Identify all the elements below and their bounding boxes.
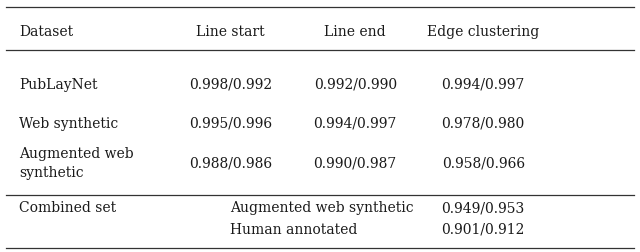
Text: Human annotated: Human annotated [230, 222, 358, 236]
Text: Line end: Line end [324, 24, 386, 39]
Text: Combined set: Combined set [19, 200, 116, 214]
Text: PubLayNet: PubLayNet [19, 77, 98, 91]
Text: Edge clustering: Edge clustering [427, 24, 540, 39]
Text: 0.995/0.996: 0.995/0.996 [189, 116, 272, 131]
Text: Augmented web synthetic: Augmented web synthetic [230, 200, 414, 214]
Text: Dataset: Dataset [19, 24, 74, 39]
Text: 0.994/0.997: 0.994/0.997 [314, 116, 397, 131]
Text: Line start: Line start [196, 24, 265, 39]
Text: Augmented web: Augmented web [19, 146, 134, 160]
Text: 0.990/0.987: 0.990/0.987 [314, 155, 397, 170]
Text: 0.992/0.990: 0.992/0.990 [314, 77, 397, 91]
Text: synthetic: synthetic [19, 165, 84, 179]
Text: 0.949/0.953: 0.949/0.953 [442, 200, 525, 214]
Text: 0.998/0.992: 0.998/0.992 [189, 77, 272, 91]
Text: 0.988/0.986: 0.988/0.986 [189, 155, 272, 170]
Text: 0.901/0.912: 0.901/0.912 [442, 222, 525, 236]
Text: 0.958/0.966: 0.958/0.966 [442, 155, 525, 170]
Text: 0.978/0.980: 0.978/0.980 [442, 116, 525, 131]
Text: Web synthetic: Web synthetic [19, 116, 118, 131]
Text: 0.994/0.997: 0.994/0.997 [442, 77, 525, 91]
